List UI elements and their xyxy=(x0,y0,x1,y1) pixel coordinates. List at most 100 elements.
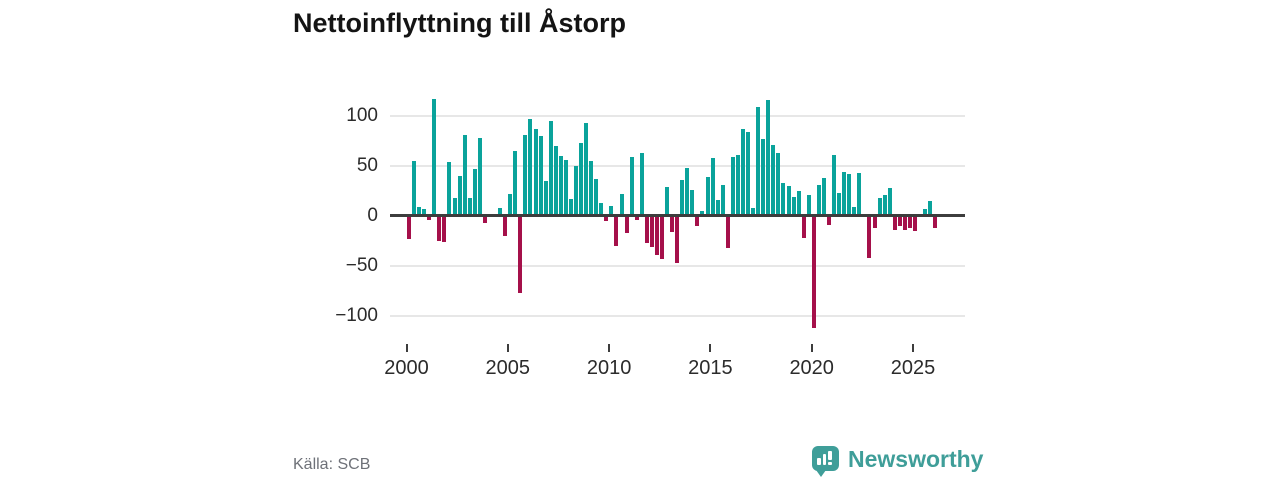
bar-q53 xyxy=(675,215,680,263)
x-tick-label-2010: 2010 xyxy=(586,357,632,379)
logo-wordmark: Newsworthy xyxy=(848,446,984,472)
bar-q20 xyxy=(508,193,513,216)
bar-q28 xyxy=(548,120,553,216)
y-tick-label: 100 xyxy=(346,105,378,126)
bar-q33 xyxy=(573,165,578,216)
bar-q61 xyxy=(715,199,720,216)
bar-q76 xyxy=(791,196,796,216)
gridline-50 xyxy=(390,164,965,167)
bar-q9 xyxy=(452,197,457,216)
x-tick-2010 xyxy=(608,344,611,352)
bar-q48 xyxy=(649,215,654,247)
gridline--100 xyxy=(390,314,965,317)
logo-bubble-tail-icon xyxy=(816,470,826,477)
plot-area xyxy=(390,85,965,335)
newsworthy-logo: Newsworthy xyxy=(812,444,1012,478)
bar-q7 xyxy=(442,215,447,242)
bar-q91 xyxy=(867,215,872,258)
bar-q40 xyxy=(609,205,614,216)
bar-q100 xyxy=(913,215,917,231)
bar-q45 xyxy=(634,215,639,220)
bar-q12 xyxy=(467,197,472,216)
bar-q24 xyxy=(528,118,533,216)
bar-q26 xyxy=(538,135,543,216)
bar-q97 xyxy=(897,215,902,226)
bar-q54 xyxy=(680,179,685,216)
bar-q6 xyxy=(437,215,442,241)
bar-q27 xyxy=(543,180,548,216)
bar-q93 xyxy=(877,197,882,216)
bar-q39 xyxy=(604,215,609,221)
x-tick-2025 xyxy=(912,344,914,352)
bar-q56 xyxy=(690,189,695,216)
bar-q23 xyxy=(523,134,528,216)
source-note: Källa: SCB xyxy=(293,456,371,473)
bar-q67 xyxy=(746,131,751,216)
bar-q103 xyxy=(928,200,933,216)
bar-q77 xyxy=(796,190,801,216)
bar-q68 xyxy=(751,207,756,216)
logo-chart-bar-icon xyxy=(822,454,826,465)
bar-q47 xyxy=(644,215,649,243)
logo-speech-bubble-icon xyxy=(812,446,839,471)
x-tick-2005 xyxy=(506,344,509,352)
bar-q85 xyxy=(837,192,842,216)
bar-q1 xyxy=(412,160,417,216)
bar-q92 xyxy=(872,215,877,228)
bar-q62 xyxy=(720,184,725,216)
bar-q80 xyxy=(811,215,816,328)
bar-q60 xyxy=(710,157,715,216)
bar-q11 xyxy=(462,134,467,216)
bar-q32 xyxy=(568,198,573,216)
bar-q65 xyxy=(735,154,740,216)
bar-q63 xyxy=(725,215,730,248)
bar-q21 xyxy=(513,150,518,216)
bar-q82 xyxy=(821,177,826,216)
bar-q98 xyxy=(902,215,907,230)
bar-q37 xyxy=(594,178,599,216)
bar-q102 xyxy=(923,208,928,216)
bar-q51 xyxy=(665,186,670,216)
logo-chart-bar-icon xyxy=(817,458,821,465)
bar-q18 xyxy=(498,207,503,216)
bar-q78 xyxy=(801,215,806,238)
bar-q22 xyxy=(518,215,523,293)
bar-q104 xyxy=(933,215,938,228)
bar-q95 xyxy=(887,187,892,216)
bar-q29 xyxy=(553,145,558,216)
logo-exclamation-dot-icon xyxy=(828,462,832,465)
bar-q49 xyxy=(654,215,659,255)
bar-q43 xyxy=(624,215,629,233)
bar-q44 xyxy=(629,156,634,216)
bar-q34 xyxy=(579,142,584,216)
bar-q73 xyxy=(776,152,781,216)
bar-q74 xyxy=(781,182,786,216)
bar-q94 xyxy=(882,194,887,216)
y-tick-label: −100 xyxy=(335,305,378,326)
bar-q75 xyxy=(786,185,791,216)
bar-q0 xyxy=(407,215,411,239)
bar-q64 xyxy=(730,156,735,216)
bar-q99 xyxy=(907,215,912,228)
bar-q36 xyxy=(589,160,594,216)
bar-q19 xyxy=(503,215,508,236)
bar-q10 xyxy=(457,175,462,216)
bar-q79 xyxy=(806,194,811,216)
bar-q96 xyxy=(892,215,897,230)
bar-q4 xyxy=(427,215,432,220)
bar-q89 xyxy=(857,172,862,216)
zero-axis-line xyxy=(390,214,965,217)
bar-q69 xyxy=(756,106,761,216)
x-tick-2000 xyxy=(405,344,408,352)
bar-q58 xyxy=(700,210,705,216)
bar-q52 xyxy=(670,215,675,232)
y-tick-label: 50 xyxy=(356,155,378,176)
bar-q5 xyxy=(432,98,437,216)
bar-q57 xyxy=(695,215,700,226)
bar-q71 xyxy=(766,99,771,216)
bar-q55 xyxy=(685,167,690,216)
gridline--50 xyxy=(390,264,965,267)
bar-q87 xyxy=(847,173,852,216)
y-tick-label: 0 xyxy=(367,205,378,226)
